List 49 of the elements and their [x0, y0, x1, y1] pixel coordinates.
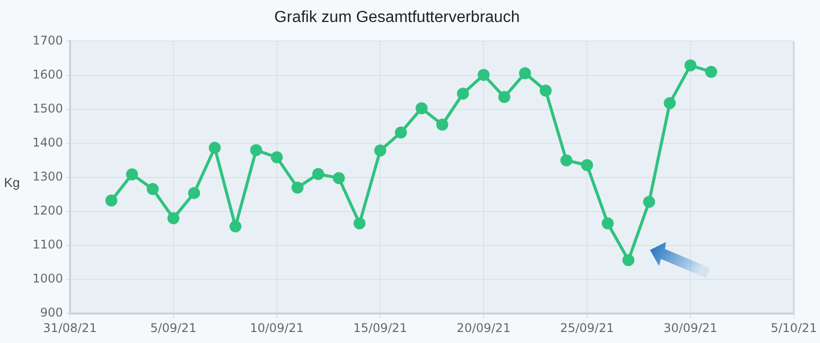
- y-tick-label: 1500: [32, 101, 63, 116]
- point: [540, 84, 552, 97]
- point: [705, 66, 718, 78]
- point: [602, 217, 614, 230]
- y-tick-label: 1100: [32, 238, 63, 252]
- point: [167, 212, 180, 224]
- y-tick-label: 1300: [32, 170, 63, 184]
- y-tick-label: 1200: [32, 204, 63, 218]
- point: [229, 220, 242, 232]
- y-tick-label: 900: [40, 306, 63, 320]
- point: [126, 168, 138, 180]
- x-tick-label: 20/09/21: [456, 320, 511, 335]
- x-tick-label: 30/09/21: [664, 320, 718, 335]
- x-tick-label: 10/09/21: [250, 320, 304, 335]
- y-tick-label: 1000: [32, 272, 63, 286]
- point: [643, 196, 656, 208]
- point: [312, 168, 324, 180]
- point: [374, 144, 386, 156]
- y-tick-label: 1700: [32, 33, 63, 48]
- point: [105, 194, 118, 207]
- point: [354, 217, 366, 230]
- y-tick-label: 1600: [32, 67, 63, 82]
- point: [270, 151, 283, 164]
- point: [519, 67, 532, 80]
- point: [581, 159, 594, 172]
- point: [208, 142, 221, 154]
- point: [684, 59, 696, 72]
- point: [560, 154, 572, 166]
- x-tick-label: 5/10/21: [770, 320, 818, 335]
- point: [664, 97, 676, 110]
- point: [498, 91, 510, 104]
- point: [292, 182, 304, 194]
- chart-title: Grafik zum Gesamtfutterverbrauch: [274, 9, 520, 26]
- y-axis-title: Kg: [4, 174, 20, 190]
- point: [456, 88, 469, 100]
- point: [478, 68, 490, 81]
- x-tick-label: 31/08/21: [43, 320, 97, 335]
- x-tick-label: 15/09/21: [353, 320, 408, 335]
- x-tick-label: 25/09/21: [560, 320, 614, 335]
- point: [622, 254, 634, 266]
- point: [394, 126, 407, 138]
- point: [416, 102, 428, 114]
- x-tick-label: 5/09/21: [150, 320, 197, 335]
- point: [146, 182, 159, 195]
- point: [250, 144, 262, 156]
- point: [436, 118, 448, 131]
- y-tick-label: 1400: [32, 135, 63, 150]
- point: [332, 172, 345, 184]
- point: [188, 187, 200, 200]
